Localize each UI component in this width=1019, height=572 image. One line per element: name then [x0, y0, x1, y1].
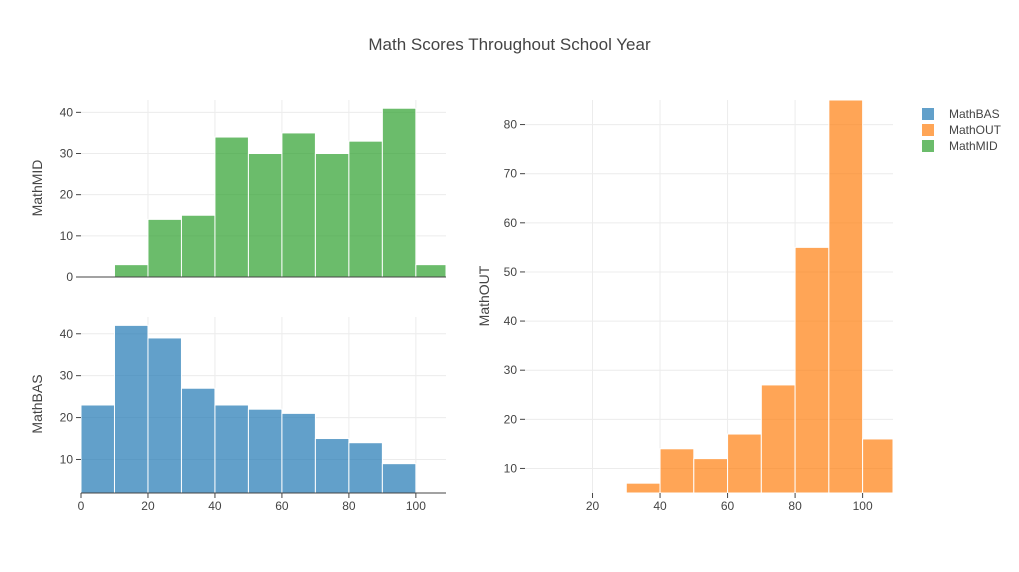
histogram-bar — [80, 404, 115, 494]
chart-title: Math Scores Throughout School Year — [368, 35, 651, 54]
histogram-bar — [180, 387, 216, 494]
histogram-bar — [147, 218, 182, 278]
panel-mathbas: 10 20 30 40 0 20 40 60 80 100 MathBAS — [29, 317, 446, 513]
histogram-bar — [113, 264, 149, 278]
histogram-bar — [348, 140, 383, 278]
histogram-bar — [348, 442, 383, 494]
histogram-bar — [727, 433, 762, 494]
histogram-bar — [659, 448, 695, 494]
legend-label: MathMID — [949, 139, 998, 153]
y-tick-label: 20 — [60, 411, 74, 425]
histogram-bar — [281, 412, 316, 494]
y-tick-label: 60 — [504, 216, 518, 230]
x-tick-label: 100 — [853, 499, 873, 513]
histogram-bar — [113, 324, 149, 494]
histogram-bar — [214, 404, 249, 494]
legend-swatch — [922, 140, 934, 152]
y-tick-label: 40 — [60, 327, 74, 341]
y-tick-label: 20 — [60, 188, 74, 202]
y-tick-label: 20 — [504, 412, 518, 426]
histogram-bar — [147, 337, 182, 494]
y-tick-label: 10 — [60, 452, 74, 466]
y-axis-title-mathbas: MathBAS — [29, 374, 45, 433]
y-tick-label: 80 — [504, 118, 518, 132]
x-tick-label: 100 — [406, 499, 426, 513]
legend-swatch — [922, 124, 934, 136]
histogram-bar — [862, 438, 894, 494]
panel-mathmid: 0 10 20 30 40 MathMID — [29, 100, 447, 284]
histogram-bar — [281, 132, 316, 278]
histogram-bar — [794, 246, 830, 494]
y-axis-title-mathout: MathOUT — [476, 265, 492, 326]
legend-item[interactable]: MathMID — [922, 139, 998, 153]
x-tick-label: 20 — [586, 499, 600, 513]
y-tick-label: 50 — [504, 265, 518, 279]
x-tick-label: 60 — [721, 499, 735, 513]
y-tick-label: 40 — [504, 314, 518, 328]
histogram-bar — [760, 384, 796, 494]
histogram-bar — [214, 136, 249, 278]
y-tick-label: 30 — [60, 369, 74, 383]
legend-item[interactable]: MathOUT — [922, 123, 1002, 137]
y-tick-label: 10 — [504, 461, 518, 475]
legend-swatch — [922, 108, 934, 120]
histogram-bar — [247, 408, 283, 494]
legend-item[interactable]: MathBAS — [922, 107, 1000, 121]
x-tick-label: 80 — [788, 499, 802, 513]
y-tick-label: 40 — [60, 105, 74, 119]
histogram-bar — [314, 153, 350, 278]
histogram-bar — [381, 463, 417, 494]
histogram-bar — [381, 107, 417, 278]
x-tick-label: 80 — [342, 499, 356, 513]
histogram-bar — [625, 482, 661, 494]
histogram-bar — [314, 438, 350, 494]
histogram-bar — [247, 153, 283, 278]
panel-mathout: 10 20 30 40 50 60 70 80 20 40 60 80 100 MathOUT — [476, 99, 894, 513]
histogram-bar — [693, 458, 729, 494]
y-tick-label: 10 — [60, 229, 74, 243]
y-tick-label: 30 — [504, 363, 518, 377]
y-tick-label: 70 — [504, 167, 518, 181]
histogram-bar — [415, 264, 447, 278]
y-tick-label: 0 — [66, 270, 73, 284]
x-tick-label: 60 — [275, 499, 289, 513]
y-axis-title-mathmid: MathMID — [29, 160, 45, 217]
legend-label: MathOUT — [949, 123, 1002, 137]
histogram-bar — [828, 99, 864, 494]
legend-label: MathBAS — [949, 107, 1000, 121]
x-tick-label: 40 — [653, 499, 667, 513]
x-tick-label: 0 — [78, 499, 85, 513]
x-tick-label: 20 — [141, 499, 155, 513]
y-tick-label: 30 — [60, 147, 74, 161]
legend: MathBAS MathOUT MathMID — [922, 107, 1002, 153]
histogram-bar — [180, 214, 216, 278]
x-tick-label: 40 — [208, 499, 222, 513]
